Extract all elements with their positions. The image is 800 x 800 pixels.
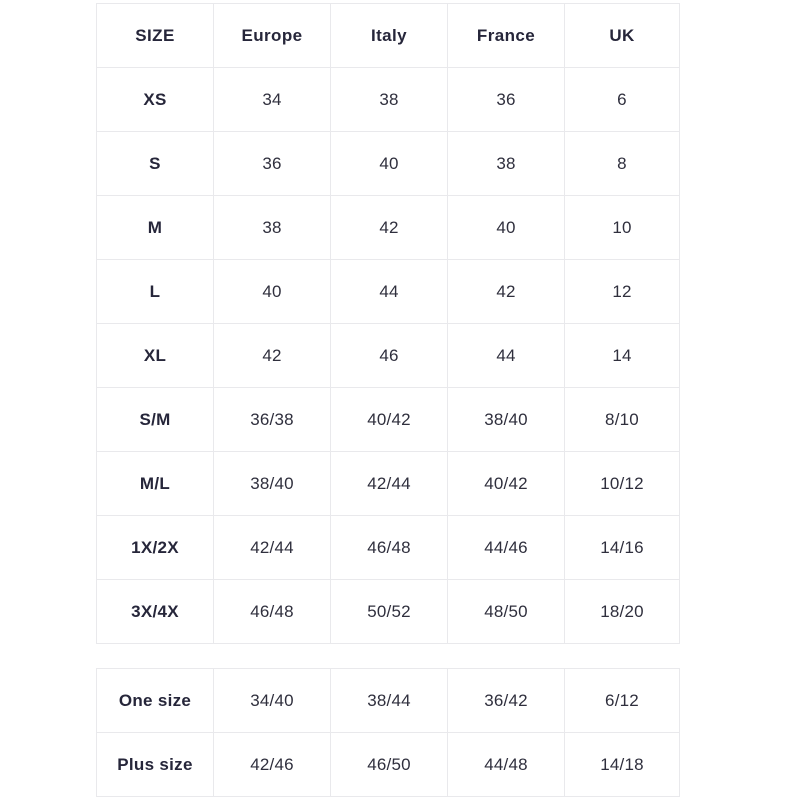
table-row: 3X/4X 46/48 50/52 48/50 18/20 (96, 579, 680, 644)
cell-size: M/L (96, 451, 214, 516)
cell-size: M (96, 195, 214, 260)
cell-france: 38 (447, 131, 565, 196)
cell-size: XS (96, 67, 214, 132)
cell-uk: 18/20 (564, 579, 680, 644)
cell-uk: 8/10 (564, 387, 680, 452)
size-conversion-table: SIZE Europe Italy France UK XS 34 38 36 … (96, 3, 680, 644)
table-row: L 40 44 42 12 (96, 259, 680, 324)
cell-france: 44 (447, 323, 565, 388)
column-header-europe: Europe (213, 3, 331, 68)
table-row: S/M 36/38 40/42 38/40 8/10 (96, 387, 680, 452)
cell-italy: 42 (330, 195, 448, 260)
cell-europe: 38/40 (213, 451, 331, 516)
table-row: S 36 40 38 8 (96, 131, 680, 196)
cell-europe: 42 (213, 323, 331, 388)
cell-france: 48/50 (447, 579, 565, 644)
table-row: M/L 38/40 42/44 40/42 10/12 (96, 451, 680, 516)
table-row: M 38 42 40 10 (96, 195, 680, 260)
column-header-uk: UK (564, 3, 680, 68)
cell-europe: 42/46 (213, 732, 331, 797)
cell-uk: 8 (564, 131, 680, 196)
cell-italy: 38 (330, 67, 448, 132)
cell-size: L (96, 259, 214, 324)
cell-italy: 40/42 (330, 387, 448, 452)
table-header: SIZE Europe Italy France UK (96, 3, 680, 68)
cell-uk: 14/18 (564, 732, 680, 797)
cell-size: S (96, 131, 214, 196)
cell-italy: 46 (330, 323, 448, 388)
table-row: XS 34 38 36 6 (96, 67, 680, 132)
column-header-italy: Italy (330, 3, 448, 68)
cell-size: 1X/2X (96, 515, 214, 580)
cell-europe: 36 (213, 131, 331, 196)
cell-uk: 10/12 (564, 451, 680, 516)
cell-italy: 38/44 (330, 668, 448, 733)
cell-france: 38/40 (447, 387, 565, 452)
cell-italy: 46/48 (330, 515, 448, 580)
table-row: 1X/2X 42/44 46/48 44/46 14/16 (96, 515, 680, 580)
cell-france: 44/46 (447, 515, 565, 580)
cell-europe: 38 (213, 195, 331, 260)
cell-france: 40/42 (447, 451, 565, 516)
cell-uk: 6/12 (564, 668, 680, 733)
cell-italy: 44 (330, 259, 448, 324)
cell-size: 3X/4X (96, 579, 214, 644)
cell-france: 36 (447, 67, 565, 132)
cell-europe: 46/48 (213, 579, 331, 644)
cell-uk: 10 (564, 195, 680, 260)
cell-france: 36/42 (447, 668, 565, 733)
cell-size: S/M (96, 387, 214, 452)
cell-europe: 36/38 (213, 387, 331, 452)
table-row: One size 34/40 38/44 36/42 6/12 (96, 668, 680, 733)
cell-uk: 14 (564, 323, 680, 388)
cell-europe: 34/40 (213, 668, 331, 733)
cell-europe: 40 (213, 259, 331, 324)
column-header-france: France (447, 3, 565, 68)
cell-europe: 34 (213, 67, 331, 132)
cell-france: 44/48 (447, 732, 565, 797)
cell-europe: 42/44 (213, 515, 331, 580)
cell-italy: 42/44 (330, 451, 448, 516)
table-body: One size 34/40 38/44 36/42 6/12 Plus siz… (96, 668, 680, 797)
table-row: Plus size 42/46 46/50 44/48 14/18 (96, 732, 680, 797)
cell-uk: 12 (564, 259, 680, 324)
cell-italy: 46/50 (330, 732, 448, 797)
cell-size: XL (96, 323, 214, 388)
cell-france: 40 (447, 195, 565, 260)
table-body: XS 34 38 36 6 S 36 40 38 8 M 38 42 40 10 (96, 67, 680, 644)
one-size-conversion-table: One size 34/40 38/44 36/42 6/12 Plus siz… (96, 668, 680, 797)
cell-uk: 6 (564, 67, 680, 132)
cell-size: One size (96, 668, 214, 733)
table-header-row: SIZE Europe Italy France UK (96, 3, 680, 68)
cell-italy: 40 (330, 131, 448, 196)
cell-france: 42 (447, 259, 565, 324)
cell-size: Plus size (96, 732, 214, 797)
column-header-size: SIZE (96, 3, 214, 68)
cell-uk: 14/16 (564, 515, 680, 580)
table-row: XL 42 46 44 14 (96, 323, 680, 388)
cell-italy: 50/52 (330, 579, 448, 644)
